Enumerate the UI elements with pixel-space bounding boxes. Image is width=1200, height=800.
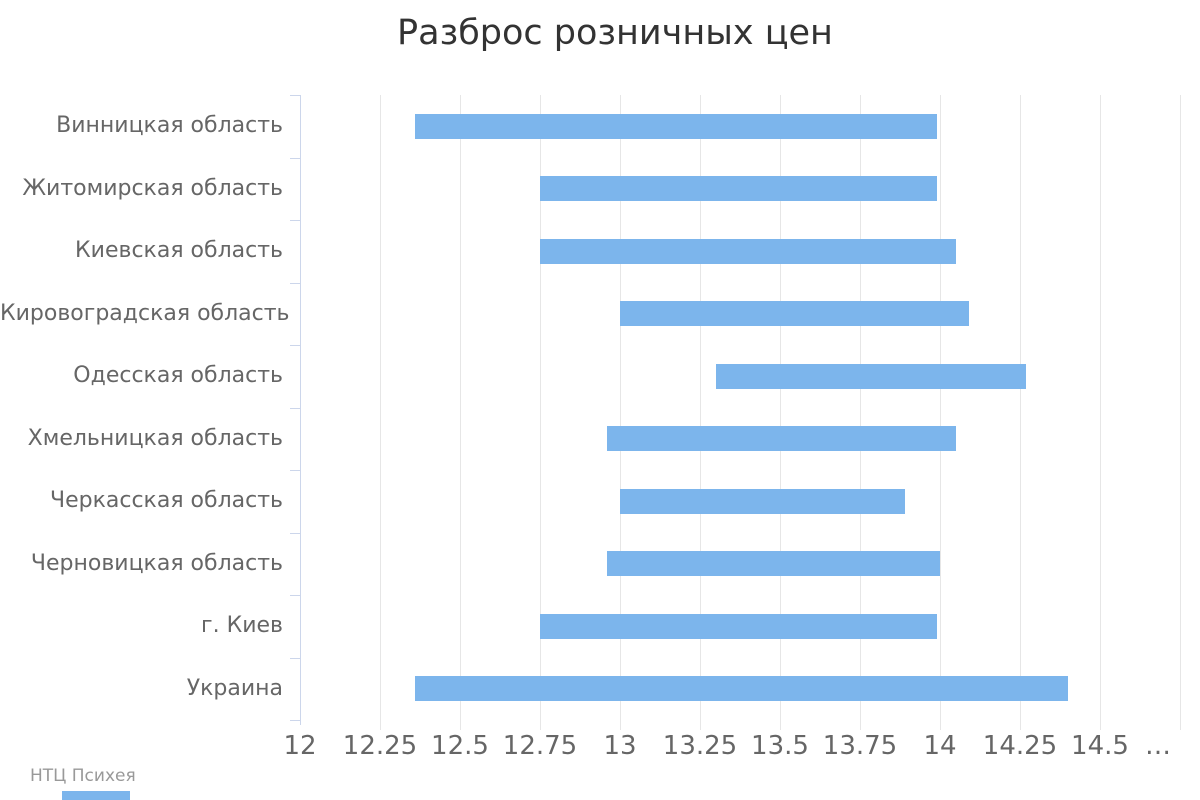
y-axis-tick — [290, 532, 300, 534]
y-axis-tick — [290, 282, 300, 284]
y-axis-tick — [290, 657, 300, 659]
x-axis-tick — [700, 720, 701, 730]
x-axis-tick — [620, 720, 621, 730]
range-bar[interactable] — [620, 488, 905, 514]
x-tick-label: 13.75 — [822, 731, 898, 761]
category-label: Житомирская область — [22, 175, 283, 201]
category-label: г. Киев — [201, 613, 283, 639]
chart-title: Разброс розничных цен — [397, 13, 833, 53]
category-label: Одесская область — [73, 363, 283, 389]
category-label: Винницкая область — [56, 113, 283, 139]
x-axis-tick — [940, 720, 941, 730]
chart-credits: НТЦ Психея — [30, 766, 136, 786]
x-axis-tick — [380, 720, 381, 730]
y-axis-tick — [290, 720, 300, 721]
range-bar[interactable] — [607, 426, 956, 452]
range-bar[interactable] — [716, 363, 1027, 389]
x-tick-label: 12.75 — [502, 731, 578, 761]
gridline — [1180, 95, 1181, 720]
x-axis-tick — [460, 720, 461, 730]
category-label: Черкасская область — [50, 488, 283, 514]
x-axis-tick — [780, 720, 781, 730]
y-axis-line — [300, 95, 301, 725]
y-axis-tick — [290, 407, 300, 409]
y-axis-tick — [290, 220, 300, 221]
category-label: Украина — [186, 675, 283, 701]
gridline — [540, 95, 541, 720]
category-label: Хмельницкая область — [27, 425, 283, 451]
x-tick-label: 13.25 — [662, 731, 738, 761]
range-bar[interactable] — [540, 613, 937, 639]
x-tick-label: … — [1145, 731, 1171, 761]
x-axis-tick — [1020, 720, 1021, 730]
clipped-blue-fragment — [62, 791, 130, 800]
y-axis-tick — [290, 345, 300, 346]
gridline — [1100, 95, 1101, 720]
y-axis-tick — [290, 470, 300, 471]
y-axis-tick — [290, 595, 300, 596]
range-bar[interactable] — [607, 551, 940, 577]
x-axis-tick — [860, 720, 861, 730]
x-axis-tick — [540, 720, 541, 730]
x-tick-label: 14 — [923, 731, 957, 761]
gridline — [460, 95, 461, 720]
category-label: Кировоградская область — [0, 300, 290, 326]
gridline — [380, 95, 381, 720]
gridline — [780, 95, 781, 720]
x-tick-label: 12 — [283, 731, 317, 761]
gridline — [940, 95, 941, 720]
gridline — [860, 95, 861, 720]
x-tick-label: 12.25 — [342, 731, 418, 761]
x-tick-label: 14.5 — [1071, 731, 1129, 761]
gridline — [700, 95, 701, 720]
y-axis-tick — [290, 157, 300, 159]
gridline — [620, 95, 621, 720]
x-tick-label: 13 — [603, 731, 637, 761]
category-label: Черновицкая область — [30, 550, 283, 576]
range-bar[interactable] — [540, 176, 937, 202]
x-axis-tick — [1180, 720, 1181, 730]
range-bar[interactable] — [620, 301, 969, 327]
gridline — [1020, 95, 1021, 720]
x-tick-label: 12.5 — [431, 731, 489, 761]
x-tick-label: 13.5 — [751, 731, 809, 761]
x-axis-tick — [1100, 720, 1101, 730]
category-label: Киевская область — [75, 238, 283, 264]
x-tick-label: 14.25 — [982, 731, 1058, 761]
y-axis-tick — [290, 95, 300, 96]
range-bar[interactable] — [540, 238, 956, 264]
range-bar[interactable] — [415, 676, 1068, 702]
range-bar[interactable] — [415, 113, 937, 139]
